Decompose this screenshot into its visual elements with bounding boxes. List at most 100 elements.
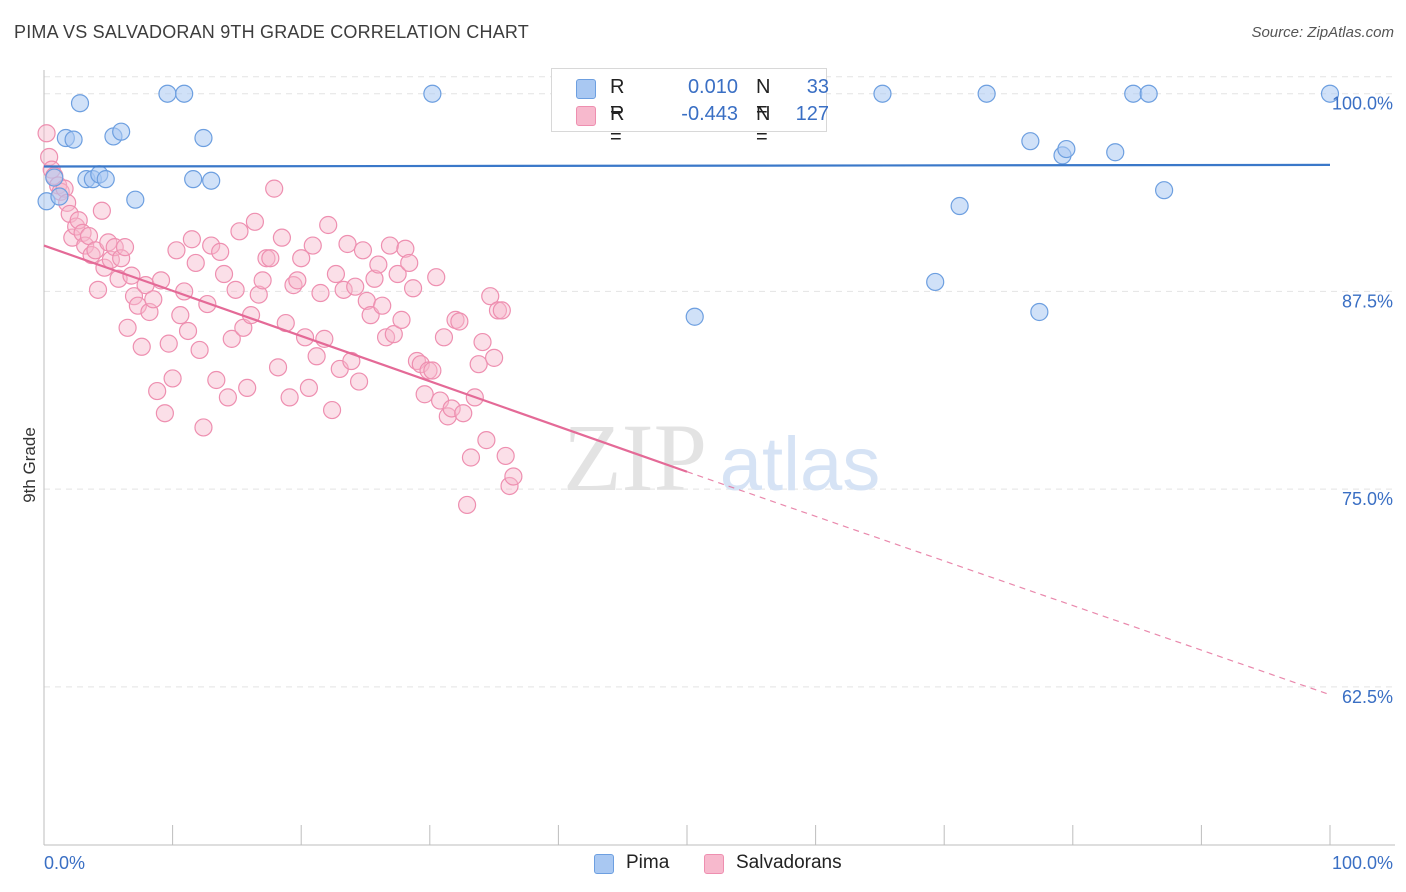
pima-point [112, 122, 131, 141]
pima-point [1155, 181, 1174, 200]
salvadorans-point [396, 239, 415, 258]
salvadorans-point [222, 329, 241, 348]
r-value: 0.010 [687, 76, 738, 98]
salvadorans-point [148, 381, 167, 401]
pima-point [194, 128, 213, 148]
pima-point [64, 130, 83, 149]
salvadorans-point [392, 310, 411, 329]
pima-point [45, 168, 64, 187]
salvadorans-point [112, 249, 131, 268]
salvadorans-point [403, 279, 423, 298]
pima-trend-line [43, 163, 1331, 168]
pima-point [158, 84, 177, 103]
n-label: N = [756, 103, 771, 148]
salvadorans-point [485, 348, 504, 367]
pima-point [873, 84, 892, 103]
salvadorans-point [334, 280, 353, 299]
salvadorans-trend-line [43, 244, 688, 473]
salvadorans-swatch [704, 854, 724, 874]
salvadorans-point [261, 249, 280, 268]
salvadorans-point [427, 268, 446, 287]
salvadorans-point [488, 301, 508, 320]
y-tick-label: 100.0% [1332, 94, 1393, 114]
pima-point [1124, 84, 1143, 103]
pima-point [1030, 302, 1049, 322]
pima-swatch [594, 854, 614, 874]
salvadorans-point [492, 301, 511, 320]
r-label: R = [610, 76, 625, 121]
y-tick-label: 62.5% [1342, 687, 1393, 707]
pima-point [202, 171, 221, 190]
salvadorans-point [388, 264, 407, 284]
salvadorans-point [128, 296, 147, 315]
pima-point [1139, 84, 1158, 103]
salvadorans-point [346, 277, 365, 296]
salvadorans-point [496, 446, 515, 466]
pima-point [1057, 139, 1076, 159]
trend-lines [43, 163, 1331, 696]
salvadorans-point [230, 222, 249, 241]
pima-swatch [576, 79, 596, 99]
salvadorans-point [481, 287, 500, 306]
salvadorans-point [461, 448, 481, 467]
pima-point [950, 196, 969, 216]
salvadorans-point [303, 236, 322, 255]
pima-point [926, 272, 945, 292]
salvadorans-point [322, 400, 342, 420]
salvadorans-point [182, 230, 201, 249]
pima-point [685, 307, 704, 326]
salvadorans-point [257, 249, 276, 268]
salvadorans-point [299, 378, 319, 398]
salvadorans-point [226, 280, 245, 299]
salvadorans-swatch [576, 106, 596, 126]
salvadorans-legend-label: Salvadorans [736, 852, 842, 873]
salvadorans-point [434, 328, 454, 347]
salvadorans-point [380, 236, 400, 255]
salvadorans-trend-extension [686, 471, 1331, 696]
salvadorans-point [132, 337, 151, 356]
salvadorans-point [268, 358, 288, 377]
salvadorans-point [265, 179, 284, 198]
salvadorans-point [473, 332, 492, 352]
salvadorans-point [214, 264, 234, 284]
salvadorans-point [272, 228, 292, 247]
salvadorans-point [253, 271, 272, 290]
salvadorans-point [115, 238, 135, 257]
pima-point [1106, 143, 1125, 162]
pima-legend-label: Pima [626, 852, 670, 873]
pima-point [96, 170, 115, 189]
salvadorans-point [118, 318, 137, 337]
salvadorans-point [288, 271, 307, 290]
salvadorans-point [190, 340, 209, 360]
salvadorans-point [454, 404, 473, 423]
salvadorans-point [124, 287, 144, 306]
salvadorans-point [238, 378, 257, 398]
salvadorans-point [211, 242, 230, 261]
salvadorans-point [194, 418, 213, 437]
chart-source: Source: ZipAtlas.com [1251, 24, 1394, 41]
pima-point [126, 190, 145, 209]
salvadorans-point [423, 361, 442, 380]
stats-legend: R = 0.010 N = 33 R = -0.443 N = 127 [551, 68, 829, 148]
salvadorans-point [171, 306, 190, 325]
salvadorans-points [37, 124, 523, 515]
salvadorans-point [92, 201, 111, 220]
pima-point [184, 170, 203, 189]
pima-point [977, 84, 996, 103]
salvadorans-point [369, 255, 388, 274]
salvadorans-point [163, 369, 182, 388]
n-value: 33 [806, 76, 829, 98]
salvadorans-point [415, 385, 434, 404]
salvadorans-point [292, 249, 311, 268]
salvadorans-point [105, 238, 124, 257]
salvadorans-point [500, 476, 519, 496]
pima-points [37, 84, 1340, 326]
chart-title: PIMA VS SALVADORAN 9TH GRADE CORRELATION… [14, 22, 529, 42]
salvadorans-point [326, 264, 346, 284]
r-value: -0.443 [681, 103, 738, 125]
y-tick-label: 87.5% [1342, 291, 1393, 311]
x-tick-label: 100.0% [1332, 853, 1393, 873]
salvadorans-point [353, 241, 373, 260]
salvadorans-point [450, 312, 469, 331]
